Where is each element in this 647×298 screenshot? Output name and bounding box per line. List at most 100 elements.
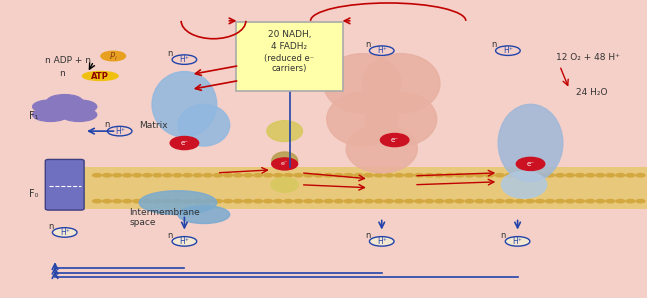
Ellipse shape	[47, 95, 82, 108]
Text: H⁺: H⁺	[179, 237, 190, 246]
Circle shape	[434, 199, 444, 204]
Text: H⁺: H⁺	[512, 237, 523, 246]
Circle shape	[595, 199, 606, 204]
Text: (reduced e⁻: (reduced e⁻	[265, 54, 314, 63]
Circle shape	[142, 199, 153, 204]
Circle shape	[344, 173, 354, 178]
Circle shape	[514, 173, 525, 178]
Text: e⁻: e⁻	[527, 161, 534, 167]
Circle shape	[444, 199, 454, 204]
Text: e⁻: e⁻	[281, 162, 289, 166]
Ellipse shape	[178, 104, 230, 146]
Circle shape	[465, 173, 475, 178]
Circle shape	[263, 199, 273, 204]
Circle shape	[625, 199, 635, 204]
Text: 24 H₂O: 24 H₂O	[576, 89, 608, 97]
Circle shape	[384, 199, 394, 204]
Circle shape	[465, 199, 475, 204]
Circle shape	[273, 199, 283, 204]
Circle shape	[313, 199, 324, 204]
Circle shape	[575, 173, 586, 178]
Ellipse shape	[267, 121, 302, 142]
Circle shape	[213, 199, 223, 204]
Circle shape	[514, 199, 525, 204]
Text: n: n	[491, 40, 496, 49]
Ellipse shape	[172, 237, 197, 246]
Circle shape	[394, 199, 404, 204]
Ellipse shape	[152, 72, 217, 137]
Circle shape	[313, 173, 324, 178]
Circle shape	[170, 136, 199, 150]
Circle shape	[635, 173, 646, 178]
Text: $\mathit{P_i}$: $\mathit{P_i}$	[109, 50, 118, 63]
Circle shape	[142, 173, 153, 178]
Circle shape	[505, 173, 515, 178]
Circle shape	[233, 199, 243, 204]
Circle shape	[293, 173, 303, 178]
Text: 12 O₂ + 48 H⁺: 12 O₂ + 48 H⁺	[556, 53, 620, 62]
Text: H⁺: H⁺	[377, 237, 387, 246]
Circle shape	[364, 199, 374, 204]
Circle shape	[182, 199, 193, 204]
Text: n: n	[48, 222, 53, 231]
Text: H⁺: H⁺	[60, 228, 70, 237]
Circle shape	[223, 173, 233, 178]
Circle shape	[374, 199, 384, 204]
Circle shape	[534, 173, 545, 178]
Circle shape	[152, 199, 162, 204]
Text: F₁: F₁	[29, 111, 39, 121]
Text: Matrix: Matrix	[139, 121, 168, 130]
Circle shape	[605, 173, 615, 178]
Circle shape	[424, 173, 434, 178]
Text: n: n	[59, 69, 65, 78]
Circle shape	[595, 173, 606, 178]
Circle shape	[253, 199, 263, 204]
Circle shape	[203, 173, 213, 178]
Circle shape	[193, 199, 203, 204]
Circle shape	[494, 173, 505, 178]
Circle shape	[424, 199, 434, 204]
Circle shape	[615, 199, 626, 204]
Circle shape	[324, 199, 334, 204]
Circle shape	[112, 199, 122, 204]
Text: n: n	[365, 232, 370, 240]
Circle shape	[545, 199, 555, 204]
Circle shape	[263, 173, 273, 178]
Text: n: n	[104, 120, 109, 129]
Circle shape	[203, 199, 213, 204]
Circle shape	[333, 173, 344, 178]
Ellipse shape	[61, 108, 96, 122]
Circle shape	[102, 173, 113, 178]
Text: Intermembrane
space: Intermembrane space	[129, 208, 200, 227]
Circle shape	[172, 199, 182, 204]
Circle shape	[374, 173, 384, 178]
Circle shape	[162, 173, 173, 178]
Circle shape	[414, 199, 424, 204]
Circle shape	[233, 173, 243, 178]
Circle shape	[172, 173, 182, 178]
Circle shape	[414, 173, 424, 178]
Ellipse shape	[178, 206, 230, 224]
Circle shape	[485, 199, 495, 204]
Circle shape	[516, 157, 545, 170]
Ellipse shape	[52, 228, 77, 237]
Ellipse shape	[32, 108, 69, 122]
Ellipse shape	[82, 72, 118, 80]
Circle shape	[615, 173, 626, 178]
Circle shape	[223, 199, 233, 204]
Text: H⁺: H⁺	[503, 46, 513, 55]
Circle shape	[384, 173, 394, 178]
Circle shape	[324, 173, 334, 178]
Text: n: n	[168, 232, 173, 240]
Text: n: n	[501, 232, 506, 240]
Circle shape	[92, 199, 102, 204]
Circle shape	[243, 199, 253, 204]
Circle shape	[454, 199, 465, 204]
FancyBboxPatch shape	[236, 22, 343, 91]
Ellipse shape	[369, 46, 394, 55]
Ellipse shape	[366, 92, 437, 146]
Text: 4 FADH₂: 4 FADH₂	[272, 42, 307, 51]
Ellipse shape	[172, 55, 197, 64]
Text: H⁺: H⁺	[115, 127, 125, 136]
Ellipse shape	[324, 54, 401, 113]
